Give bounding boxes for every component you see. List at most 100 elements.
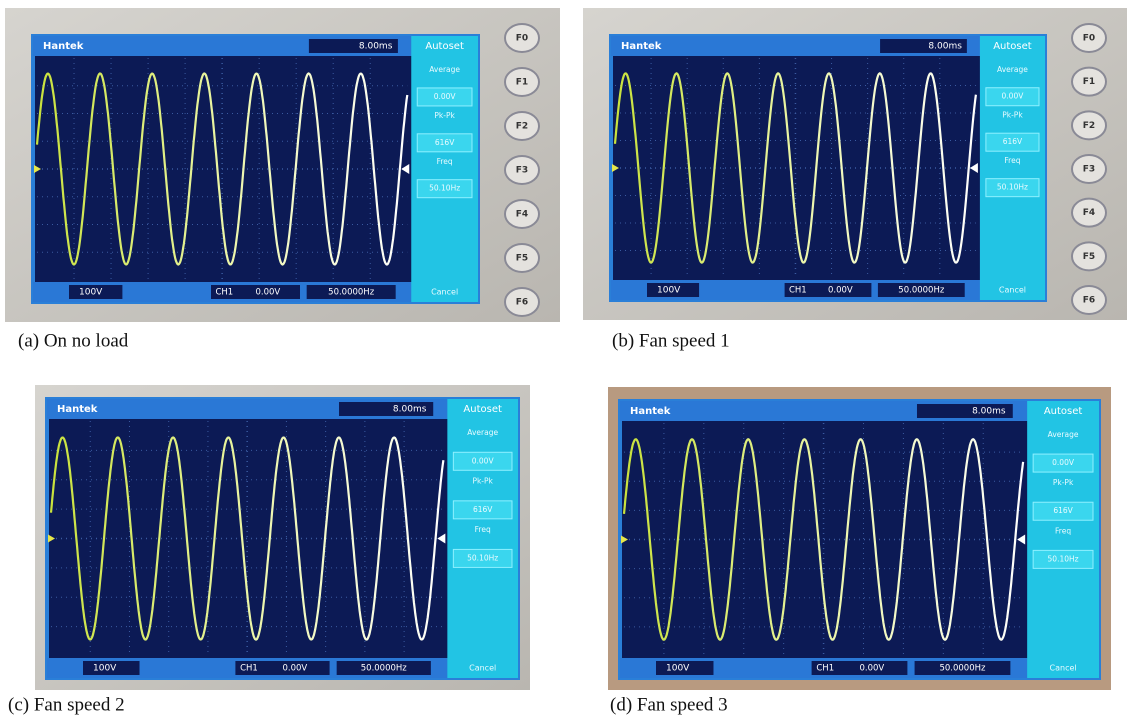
channel-label: CH1	[240, 664, 258, 674]
timebase-box	[308, 39, 398, 53]
volts-box	[647, 283, 700, 297]
level-marker	[969, 163, 978, 173]
sidebar	[447, 399, 518, 678]
function-button	[1071, 241, 1107, 272]
autoset-label: Autoset	[425, 41, 464, 52]
measure-label: Average	[467, 428, 498, 437]
timebase-box	[339, 402, 434, 416]
rate-box	[914, 661, 1011, 675]
button-label: F1	[1083, 77, 1095, 87]
measure-label: 0.00V	[1052, 458, 1075, 467]
caption: (d) Fan speed 3	[610, 694, 728, 715]
measure-label: Average	[997, 65, 1028, 74]
volts-label: 100V	[93, 664, 117, 674]
measure-label: Average	[1048, 430, 1079, 439]
trigger-box	[811, 661, 908, 675]
measure-label: Freq	[437, 157, 453, 166]
trigger-label: 0.00V	[860, 664, 885, 674]
brand-label: Hantek	[621, 41, 662, 52]
waveform	[35, 72, 409, 266]
trigger-box	[211, 285, 300, 299]
button-label: F5	[1083, 252, 1095, 262]
function-button	[504, 287, 540, 317]
button-label: F1	[516, 78, 528, 88]
trigger-box	[235, 661, 330, 675]
button-label: F0	[516, 34, 528, 44]
measure-label: 50.10Hz	[429, 184, 460, 193]
oscilloscope-photo: Hantek 8.00ms Autoset Average 0.00V Pk-Pk 616V…	[583, 8, 1127, 320]
channel-label: CH1	[789, 286, 807, 296]
measure-box	[1032, 453, 1094, 473]
button-label: F3	[1083, 165, 1095, 175]
measure-label: Pk-Pk	[434, 111, 455, 120]
waveform	[49, 436, 445, 641]
trigger-label: 0.00V	[283, 664, 308, 674]
trigger-label: 0.00V	[828, 286, 853, 296]
measure-box	[452, 451, 513, 471]
button-label: F3	[516, 166, 528, 176]
button-label: F4	[1083, 208, 1095, 218]
rate-box	[877, 283, 965, 297]
button-label: F5	[516, 254, 528, 264]
rate-label: 50.0000Hz	[939, 664, 986, 674]
waveform	[613, 72, 977, 264]
function-button	[1071, 154, 1107, 184]
timebase-label: 8.00ms	[972, 407, 1006, 417]
measure-box	[985, 178, 1040, 198]
measure-box	[1032, 549, 1094, 569]
trigger-label: 0.00V	[256, 288, 281, 298]
rate-box	[336, 661, 431, 675]
function-button	[1071, 66, 1107, 97]
oscilloscope-photo: Hantek 8.00ms Autoset Average 0.00V Pk-Pk 616V…	[5, 8, 560, 322]
brand-label: Hantek	[630, 406, 671, 417]
caption: (c) Fan speed 2	[8, 694, 125, 715]
channel-label: CH1	[816, 664, 834, 674]
measure-label: Average	[429, 65, 460, 74]
function-button	[1071, 110, 1107, 141]
measure-label: Pk-Pk	[472, 477, 493, 486]
timebase-label: 8.00ms	[393, 405, 427, 415]
waveform	[622, 438, 1025, 641]
cancel-label: Cancel	[999, 286, 1026, 295]
level-marker	[437, 533, 446, 544]
measure-box	[452, 500, 513, 520]
measure-label: Freq	[1004, 156, 1020, 165]
brand-label: Hantek	[57, 404, 98, 415]
sidebar	[411, 36, 478, 302]
button-label: F6	[1083, 296, 1095, 306]
measure-box	[985, 87, 1040, 107]
measure-label: 0.00V	[434, 92, 457, 101]
measure-box	[452, 548, 513, 568]
function-button	[504, 111, 540, 141]
function-button	[1071, 197, 1107, 228]
timebase-box	[880, 39, 967, 53]
measure-box	[985, 132, 1040, 152]
autoset-label: Autoset	[1044, 406, 1083, 417]
button-label: F6	[516, 298, 528, 308]
function-button	[504, 67, 540, 97]
measure-label: 50.10Hz	[1048, 554, 1079, 563]
function-button	[504, 23, 540, 53]
trigger-box	[784, 283, 872, 297]
rate-label: 50.0000Hz	[328, 288, 375, 298]
measure-label: Pk-Pk	[1002, 110, 1023, 119]
cancel-label: Cancel	[431, 288, 458, 297]
trigger-marker	[621, 535, 628, 544]
button-label: F2	[1083, 121, 1095, 131]
measure-label: Pk-Pk	[1053, 478, 1074, 487]
trigger-marker	[34, 165, 41, 173]
volts-label: 100V	[79, 288, 103, 298]
measure-box	[416, 133, 473, 153]
rate-label: 50.0000Hz	[898, 286, 945, 296]
volts-label: 100V	[666, 664, 690, 674]
autoset-label: Autoset	[993, 41, 1032, 52]
button-label: F2	[516, 122, 528, 132]
rate-box	[306, 285, 396, 299]
autoset-label: Autoset	[463, 404, 502, 415]
measure-label: 0.00V	[1002, 92, 1025, 101]
measure-label: 50.10Hz	[467, 553, 498, 562]
cancel-label: Cancel	[1050, 664, 1077, 673]
timebase-label: 8.00ms	[359, 42, 393, 52]
oscilloscope-photo: Hantek 8.00ms Autoset Average 0.00V Pk-Pk 616V…	[35, 385, 530, 690]
button-label: F0	[1083, 34, 1095, 44]
